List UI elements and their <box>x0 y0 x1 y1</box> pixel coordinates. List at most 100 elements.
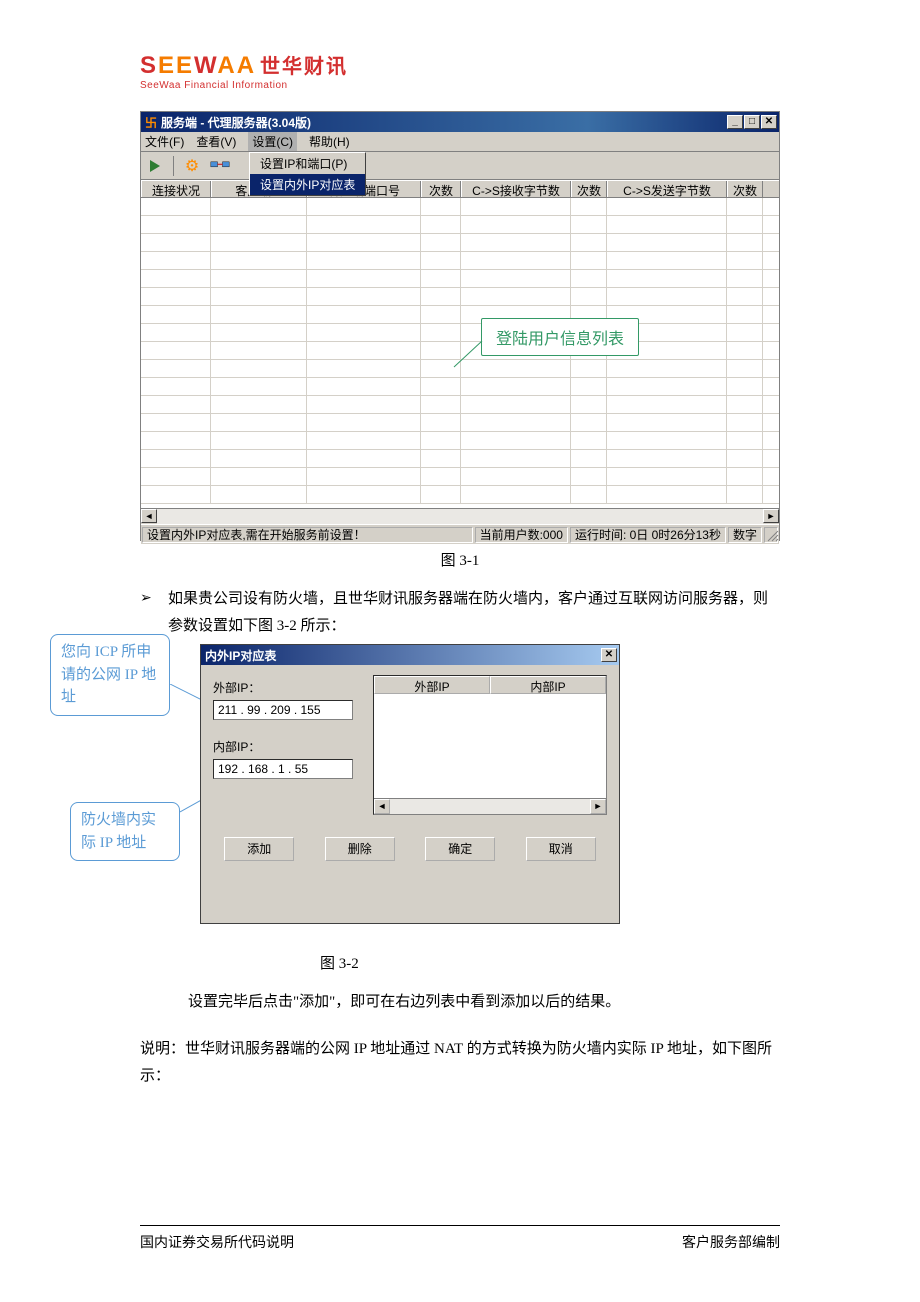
table-cell <box>727 378 763 395</box>
ok-button[interactable]: 确定 <box>425 837 495 861</box>
col-count2[interactable]: 次数 <box>571 181 607 197</box>
table-cell <box>211 324 307 341</box>
table-cell <box>141 288 211 305</box>
table-cell <box>727 414 763 431</box>
cancel-button[interactable]: 取消 <box>526 837 596 861</box>
column-headers: 连接状况 客户端IP 客户端端口号 次数 C->S接收字节数 次数 C->S发送… <box>141 180 779 198</box>
toolbar: ⚙ 设置IP和端口(P) 设置内外IP对应表 <box>141 152 779 180</box>
table-cell <box>607 288 727 305</box>
table-cell <box>211 432 307 449</box>
table-row <box>141 288 779 306</box>
table-cell <box>727 468 763 485</box>
table-cell <box>307 378 421 395</box>
resize-grip[interactable] <box>764 527 778 543</box>
table-cell <box>307 288 421 305</box>
dropdown-ip-port[interactable]: 设置IP和端口(P) <box>250 153 365 174</box>
horizontal-scrollbar[interactable]: ◄ ► <box>141 508 779 524</box>
table-cell <box>461 378 571 395</box>
table-cell <box>571 432 607 449</box>
list-scroll-track[interactable] <box>390 799 590 814</box>
table-cell <box>607 468 727 485</box>
table-cell <box>211 306 307 323</box>
callout-firewall-ip-text: 防火墙内实际 IP 地址 <box>81 812 156 851</box>
internal-ip-input[interactable]: 192 . 168 . 1 . 55 <box>213 759 353 779</box>
col-internal[interactable]: 内部IP <box>490 676 606 694</box>
table-cell <box>211 486 307 503</box>
col-connection[interactable]: 连接状况 <box>141 181 211 197</box>
scroll-right-button[interactable]: ► <box>763 509 779 523</box>
col-count3[interactable]: 次数 <box>727 181 763 197</box>
list-scroll-left[interactable]: ◄ <box>374 799 390 814</box>
table-cell <box>307 306 421 323</box>
delete-button[interactable]: 删除 <box>325 837 395 861</box>
app-icon: 卐 <box>145 114 157 131</box>
internal-ip-value: 192 . 168 . 1 . 55 <box>218 762 308 776</box>
post-dialog-text: 设置完毕后点击"添加"，即可在右边列表中看到添加以后的结果。 <box>188 989 780 1016</box>
network-button[interactable] <box>208 155 232 177</box>
table-cell <box>727 450 763 467</box>
table-cell <box>421 432 461 449</box>
scroll-track[interactable] <box>157 509 763 524</box>
table-row <box>141 198 779 216</box>
table-cell <box>571 216 607 233</box>
col-external[interactable]: 外部IP <box>374 676 490 694</box>
table-cell <box>141 360 211 377</box>
table-cell <box>571 486 607 503</box>
col-recv-bytes[interactable]: C->S接收字节数 <box>461 181 571 197</box>
table-cell <box>141 306 211 323</box>
table-cell <box>421 198 461 215</box>
menu-view[interactable]: 查看(V) <box>196 133 236 150</box>
callout-public-ip: 您向 ICP 所申请的公网 IP 地址 <box>50 634 170 716</box>
table-cell <box>307 414 421 431</box>
logo-w: W <box>194 52 217 79</box>
table-cell <box>141 252 211 269</box>
add-button[interactable]: 添加 <box>224 837 294 861</box>
table-cell <box>211 270 307 287</box>
close-button[interactable]: ✕ <box>761 115 777 129</box>
callout-text: 登陆用户信息列表 <box>496 331 624 348</box>
play-button[interactable] <box>143 155 167 177</box>
col-count1[interactable]: 次数 <box>421 181 461 197</box>
status-message: 设置内外IP对应表,需在开始服务前设置！ <box>142 527 473 543</box>
table-cell <box>461 486 571 503</box>
table-cell <box>307 360 421 377</box>
minimize-button[interactable]: _ <box>727 115 743 129</box>
dropdown-ip-table[interactable]: 设置内外IP对应表 <box>250 174 365 195</box>
page-footer: 国内证券交易所代码说明 客户服务部编制 <box>140 1225 780 1252</box>
table-cell <box>461 396 571 413</box>
logo: SEEWAA世华财讯 SeeWaa Financial Information <box>140 50 780 91</box>
table-cell <box>307 198 421 215</box>
table-cell <box>141 324 211 341</box>
proxy-server-window: 卐 服务端 - 代理服务器(3.04版) _ □ ✕ 文件(F) 查看(V) 设… <box>140 111 780 541</box>
menu-help[interactable]: 帮助(H) <box>309 133 350 150</box>
table-cell <box>307 450 421 467</box>
list-scrollbar[interactable]: ◄ ► <box>374 798 606 814</box>
table-cell <box>571 450 607 467</box>
table-cell <box>571 288 607 305</box>
table-cell <box>141 342 211 359</box>
table-cell <box>571 198 607 215</box>
maximize-button[interactable]: □ <box>744 115 760 129</box>
scroll-left-button[interactable]: ◄ <box>141 509 157 523</box>
callout-public-ip-text: 您向 ICP 所申请的公网 IP 地址 <box>61 644 156 705</box>
table-cell <box>211 378 307 395</box>
table-cell <box>607 216 727 233</box>
table-row <box>141 234 779 252</box>
table-row <box>141 468 779 486</box>
external-ip-input[interactable]: 211 . 99 . 209 . 155 <box>213 700 353 720</box>
table-cell <box>141 450 211 467</box>
table-cell <box>727 396 763 413</box>
config-button[interactable]: ⚙ <box>180 155 204 177</box>
list-scroll-right[interactable]: ► <box>590 799 606 814</box>
explain-label: 说明： <box>140 1041 185 1057</box>
status-last: 数字 <box>728 527 762 543</box>
table-cell <box>421 396 461 413</box>
menu-settings[interactable]: 设置(C) <box>248 132 297 151</box>
table-cell <box>211 360 307 377</box>
col-send-bytes[interactable]: C->S发送字节数 <box>607 181 727 197</box>
menu-file[interactable]: 文件(F) <box>145 133 184 150</box>
table-row <box>141 432 779 450</box>
dialog-close-button[interactable]: ✕ <box>601 648 617 662</box>
table-cell <box>571 252 607 269</box>
table-cell <box>461 288 571 305</box>
